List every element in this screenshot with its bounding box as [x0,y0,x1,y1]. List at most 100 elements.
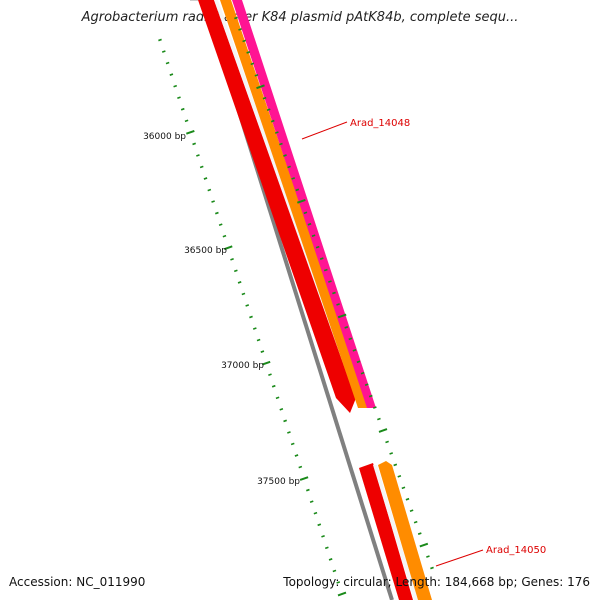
cds-arc-white-lower [373,465,418,600]
cds-arc-pink-upper[interactable] [232,0,376,408]
minor-tick [271,384,276,388]
minor-tick [291,177,296,180]
minor-tick [252,327,257,330]
minor-tick [238,28,242,31]
feature-layer [190,0,432,600]
minor-tick [283,419,287,423]
minor-tick [242,39,247,43]
minor-tick [319,257,324,260]
minor-tick [250,62,255,66]
minor-tick [321,534,325,538]
major-tick [297,198,306,204]
accession-text: Accession: NC_011990 [9,575,146,589]
minor-tick [180,107,185,111]
minor-tick [173,84,178,88]
minor-tick [196,154,200,157]
minor-tick [332,569,337,573]
minor-tick [246,51,251,54]
minor-tick [401,486,406,490]
minor-tick [279,142,283,146]
minor-tick [295,188,300,192]
cds-arc-red-upper[interactable] [198,0,356,413]
minor-tick [254,73,259,77]
minor-tick [356,360,361,364]
scale-label: 36500 bp [184,246,227,256]
scale-label: 36000 bp [143,132,186,142]
minor-tick [268,373,272,377]
minor-tick [298,465,303,469]
cds-arc-orange-upper[interactable] [220,0,369,408]
gene-label[interactable]: Arad_14048 [350,118,410,129]
minor-tick [389,452,394,455]
minor-tick [397,475,402,478]
minor-tick [266,108,271,111]
minor-tick [192,142,196,146]
minor-tick [368,394,373,398]
minor-tick [348,337,353,341]
minor-tick [287,431,291,434]
minor-tick [184,119,189,123]
minor-tick [169,73,174,76]
minor-tick [234,16,238,20]
gene-label[interactable]: Arad_14050 [486,545,546,556]
minor-tick [417,532,422,535]
minor-tick [426,555,430,558]
gene-leader-line [435,549,484,567]
minor-tick [230,257,234,261]
minor-tick [275,396,280,400]
minor-tick [177,96,181,100]
minor-tick [237,281,242,284]
minor-tick [158,38,162,42]
scale-label: 37500 bp [257,477,300,487]
minor-tick [211,200,215,203]
minor-tick [241,292,246,296]
minor-tick [317,523,322,527]
minor-tick [413,520,418,524]
major-tick [223,245,233,251]
minor-tick [328,558,333,561]
minor-tick [249,315,253,319]
minor-tick [215,211,219,215]
minor-tick [336,581,341,584]
scale-ticks-right [234,16,434,570]
minor-tick [199,165,204,169]
minor-tick [165,61,170,65]
scale-ticks-left [158,38,347,597]
major-tick [186,129,195,135]
major-tick [261,360,271,366]
major-tick [419,542,429,548]
major-tick [337,591,347,597]
cds-arc-orange-lower[interactable] [378,461,432,600]
cds-arc-red-lower[interactable] [359,463,413,600]
major-tick [337,313,347,319]
minor-tick [315,245,320,249]
minor-tick [344,326,349,329]
minor-tick [328,280,332,283]
minor-tick [336,303,340,306]
minor-tick [161,50,166,53]
minor-tick [203,177,208,180]
minor-tick [218,223,223,226]
minor-tick [260,350,265,353]
map-title: Agrobacterium radiobacter K84 plasmid pA… [81,10,519,25]
minor-tick [287,165,291,169]
minor-tick [377,417,381,421]
minor-tick [405,497,410,501]
major-tick [299,476,309,481]
minor-tick [207,188,212,192]
minor-tick [307,222,312,226]
minor-tick [274,131,279,134]
minor-tick [222,234,227,238]
minor-tick [245,304,250,307]
minor-tick [313,511,318,515]
minor-tick [256,338,261,342]
minor-tick [324,546,329,550]
gene-labels: Arad_14048 Arad_14050 [301,118,546,567]
minor-tick [294,454,299,457]
minor-tick [430,566,434,570]
minor-tick [385,440,389,444]
minor-tick [270,119,275,123]
minor-tick [306,488,310,492]
minor-tick [262,96,267,100]
